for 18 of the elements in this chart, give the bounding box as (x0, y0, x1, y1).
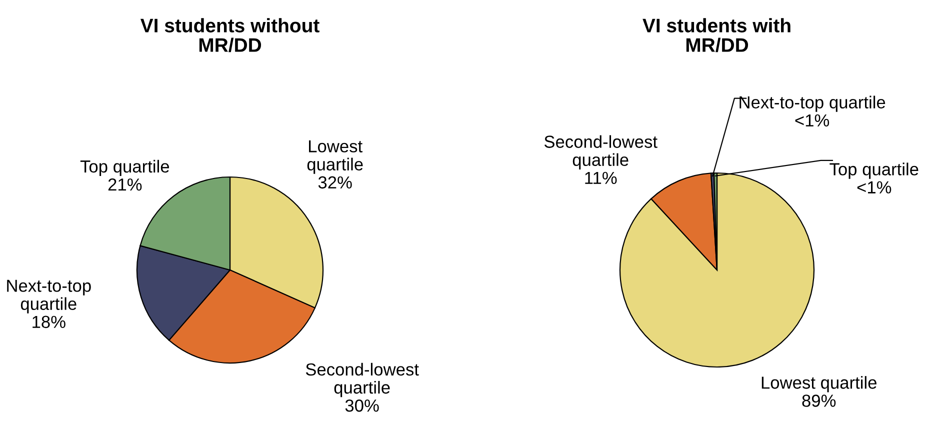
chart-title: VI students without MR/DD (140, 18, 320, 52)
slice-label: Lowest quartile (762, 376, 876, 392)
data-label: 32% (318, 176, 352, 189)
chart-title: VI students with MR/DD (642, 18, 790, 52)
data-label: 11% (585, 172, 617, 184)
data-label: <1% (857, 181, 892, 194)
slice-label: Top quartile (830, 162, 918, 179)
slice-label: Next-to-top quartile (740, 96, 886, 112)
data-label: 18% (32, 316, 66, 328)
slice-label: Top quartile (80, 160, 170, 176)
slice-label: Next-to-top quartile (7, 280, 91, 314)
data-label: 89% (802, 394, 836, 407)
slice-label: Lowest quartile (307, 140, 363, 174)
data-label: 30% (345, 399, 379, 412)
slice-label: Second-lowest quartile (544, 135, 658, 170)
data-label: <1% (795, 114, 830, 126)
slice-label: Second-lowest quartile (306, 362, 419, 398)
data-label: 21% (108, 178, 142, 191)
